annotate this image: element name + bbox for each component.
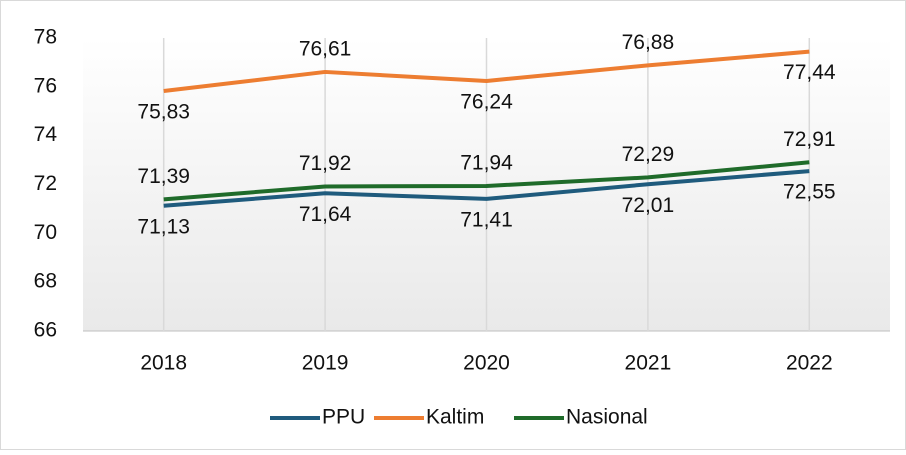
y-tick-label: 70 <box>34 221 57 244</box>
data-label: 76,88 <box>622 31 675 54</box>
series-line <box>163 49 810 93</box>
data-label: 72,01 <box>622 194 675 217</box>
series-line <box>163 169 810 208</box>
data-label: 76,24 <box>460 91 513 114</box>
y-tick-label: 68 <box>34 270 57 293</box>
data-label: 71,13 <box>137 215 190 238</box>
x-tick-label: 2021 <box>625 352 672 375</box>
data-label: 71,94 <box>460 152 513 175</box>
legend-label: PPU <box>322 406 365 429</box>
y-tick-label: 78 <box>34 26 57 49</box>
x-tick-label: 2022 <box>786 352 833 375</box>
data-label: 71,64 <box>299 203 352 226</box>
data-label: 77,44 <box>783 61 836 84</box>
y-tick-label: 74 <box>34 123 58 146</box>
data-label: 72,29 <box>622 143 675 166</box>
x-tick-label: 2020 <box>463 352 510 375</box>
x-tick-label: 2019 <box>302 352 349 375</box>
data-label: 71,41 <box>460 208 513 231</box>
legend-label: Kaltim <box>426 406 484 429</box>
x-tick-label: 2018 <box>140 352 187 375</box>
data-label: 72,55 <box>783 181 836 204</box>
data-label: 71,92 <box>299 152 352 175</box>
series-line <box>163 160 810 202</box>
y-tick-label: 72 <box>34 172 57 195</box>
y-tick-label: 66 <box>34 319 57 342</box>
data-label: 76,61 <box>299 37 352 60</box>
data-label: 72,91 <box>783 128 836 151</box>
y-tick-label: 76 <box>34 74 57 97</box>
data-label: 71,39 <box>137 165 190 188</box>
data-label: 75,83 <box>137 101 190 124</box>
legend-label: Nasional <box>566 406 648 429</box>
